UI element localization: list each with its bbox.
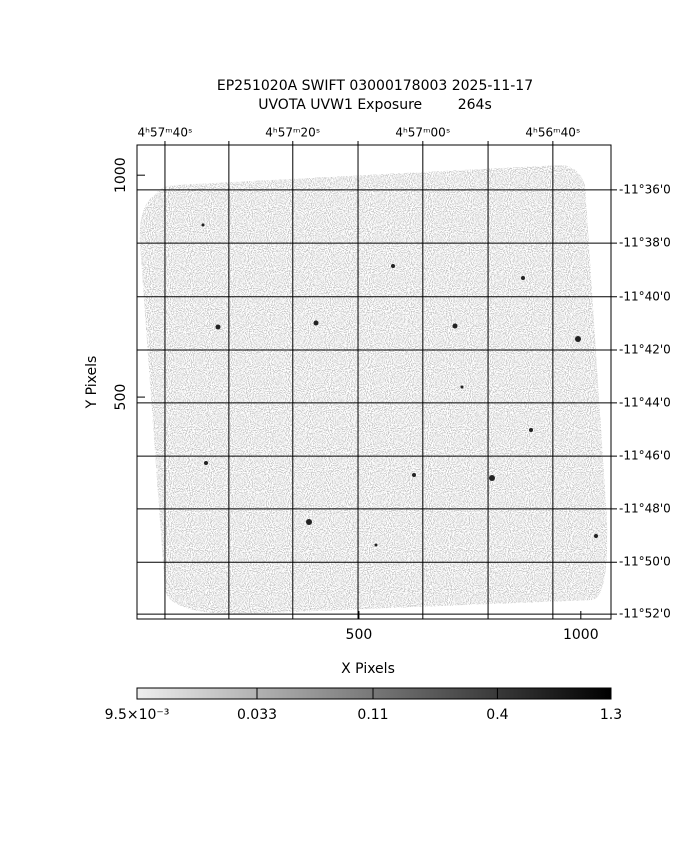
dec-tick-label: -11°52'0: [619, 607, 671, 621]
dec-tick-label: -11°38'0: [619, 236, 671, 250]
x-tick-label: 1000: [563, 627, 599, 643]
colorbar-tick-label: 1.3: [600, 707, 622, 723]
chart-subtitle: UVOTA UVW1 Exposure 264s: [258, 97, 492, 113]
dec-tick-label: -11°36'0: [619, 182, 671, 196]
colorbar-tick-label: 0.4: [486, 707, 508, 723]
colorbar-tick-label: 0.033: [237, 707, 277, 723]
ra-tick-label: 4ʰ56ᵐ40ˢ: [525, 126, 580, 140]
chart-title: EP251020A SWIFT 03000178003 2025-11-17: [217, 78, 533, 94]
y-tick-label: 1000: [113, 157, 129, 193]
ra-tick-label: 4ʰ57ᵐ40ˢ: [137, 126, 192, 140]
dec-tick-label: -11°50'0: [619, 555, 671, 569]
dec-tick-label: -11°44'0: [619, 395, 671, 409]
ra-tick-label: 4ʰ57ᵐ00ˢ: [395, 126, 450, 140]
ra-tick-label: 4ʰ57ᵐ20ˢ: [265, 126, 320, 140]
sources: [201, 223, 598, 547]
dec-tick-label: -11°40'0: [619, 289, 671, 303]
plot-frame: [136, 144, 612, 620]
dec-tick-label: -11°46'0: [619, 449, 671, 463]
colorbar-tick-label: 9.5×10⁻³: [105, 707, 170, 723]
colorbar: [136, 687, 612, 700]
y-axis-label: Y Pixels: [84, 356, 100, 410]
dec-tick-label: -11°48'0: [619, 501, 671, 515]
colorbar-tick-label: 0.11: [357, 707, 388, 723]
x-tick-label: 500: [346, 627, 373, 643]
dec-tick-label: -11°42'0: [619, 343, 671, 357]
x-axis-label: X Pixels: [341, 661, 395, 677]
image-footprint: [139, 165, 608, 614]
y-tick-label: 500: [113, 384, 129, 411]
